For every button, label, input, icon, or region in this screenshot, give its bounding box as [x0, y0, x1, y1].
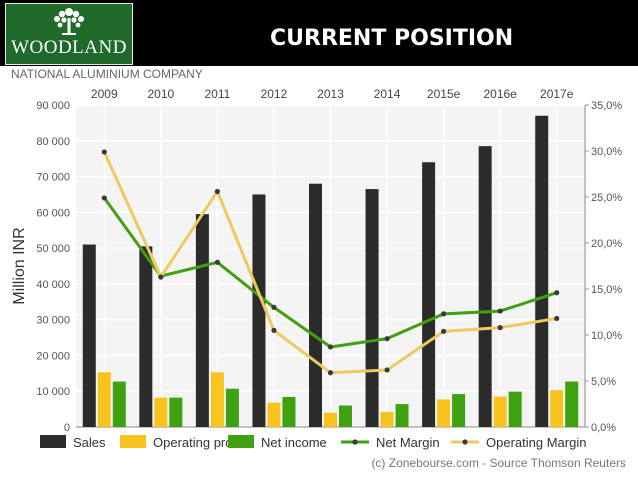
- y-tick-label: 10 000: [36, 386, 70, 398]
- operating-margin-point: [101, 149, 107, 155]
- operating-profit-bar: [267, 402, 281, 427]
- y2-tick-label: 20,0%: [591, 238, 622, 250]
- y-tick-label: 90 000: [36, 100, 70, 112]
- sales-bar: [478, 146, 492, 427]
- y-tick-label: 60 000: [36, 207, 70, 219]
- company-name: NATIONAL ALUMINIUM COMPANY: [11, 67, 203, 81]
- y2-tick-label: 30,0%: [591, 146, 622, 158]
- sales-bar: [309, 183, 322, 427]
- operating-margin-point: [384, 367, 390, 373]
- operating-margin-point: [441, 328, 447, 334]
- net-margin-point: [497, 308, 503, 314]
- net-margin-point: [384, 336, 390, 342]
- operating-margin-point: [554, 315, 560, 322]
- operating-profit-legend-swatch: [120, 435, 146, 448]
- operating-margin-point: [271, 327, 277, 333]
- logo-text: WOODLAND: [11, 37, 127, 58]
- financial-chart: 0 10 000 20 000 30 000 40 000 50 000 60 000 70 …: [11, 87, 622, 450]
- net-margin-legend-point: [352, 439, 358, 445]
- sales-bar: [422, 162, 436, 427]
- sales-legend-label: Sales: [73, 435, 106, 450]
- operating-profit-bar: [380, 411, 394, 427]
- net-income-bar: [169, 397, 183, 427]
- x-tick-label: 2011: [204, 87, 230, 101]
- y-tick-label: 80 000: [36, 136, 70, 148]
- net-income-legend-label: Net income: [261, 435, 327, 450]
- y-tick-label: 0: [64, 422, 70, 434]
- net-margin-point: [327, 344, 334, 350]
- operating-margin-point: [158, 274, 164, 280]
- y-tick-label: 70 000: [36, 172, 70, 184]
- operating-margin-point: [214, 188, 220, 195]
- operating-margin-point: [497, 325, 503, 331]
- operating-margin-point: [327, 370, 334, 376]
- y2-tick-label: 35,0%: [591, 100, 622, 112]
- x-tick-label: 2009: [91, 87, 118, 101]
- net-income-bar: [565, 381, 579, 427]
- page-title: CURRENT POSITION: [270, 26, 514, 51]
- operating-profit-bar: [154, 397, 168, 427]
- x-tick-label: 2010: [147, 87, 174, 101]
- operating-profit-bar: [324, 412, 337, 427]
- x-tick-label: 2016e: [483, 87, 517, 101]
- net-income-bar: [112, 381, 126, 427]
- y2-tick-label: 5,0%: [591, 376, 616, 388]
- operating-profit-bar: [210, 372, 224, 427]
- net-income-bar: [395, 404, 409, 427]
- x-tick-label: 2015e: [427, 87, 461, 101]
- x-tick-label: 2013: [317, 87, 344, 101]
- y2-tick-label: 15,0%: [591, 284, 622, 296]
- header-bar: WOODLAND CURRENT POSITION: [0, 0, 638, 66]
- operating-margin-legend-label: Operating Margin: [486, 435, 586, 450]
- sales-bar: [252, 194, 266, 427]
- sales-legend-swatch: [40, 435, 66, 448]
- y-tick-label: 50 000: [36, 243, 70, 255]
- y-tick-label: 30 000: [36, 315, 70, 327]
- net-margin-legend-label: Net Margin: [376, 435, 440, 450]
- x-tick-label: 2014: [374, 87, 401, 101]
- net-margin-point: [441, 311, 447, 317]
- woodland-logo: WOODLAND: [5, 3, 133, 65]
- net-income-bar: [339, 405, 352, 427]
- sales-bar: [195, 214, 209, 427]
- operating-profit-bar: [493, 396, 507, 427]
- net-income-bar: [508, 391, 522, 427]
- sales-bar: [365, 189, 379, 427]
- net-income-bar: [225, 388, 239, 427]
- y2-tick-label: 0,0%: [591, 422, 616, 434]
- operating-profit-bar: [550, 390, 564, 427]
- net-margin-point: [214, 259, 220, 265]
- operating-profit-bar: [437, 399, 451, 427]
- net-income-bar: [452, 394, 466, 427]
- source-footer: (c) Zonebourse.com - Source Thomson Reut…: [371, 456, 626, 470]
- y2-tick-label: 25,0%: [591, 192, 622, 204]
- operating-margin-legend-point: [462, 439, 468, 445]
- operating-profit-bar: [97, 372, 111, 427]
- sales-bar: [535, 115, 549, 427]
- operating-profit-legend-label: Operating profit: [153, 435, 243, 450]
- net-margin-point: [554, 290, 560, 296]
- y-tick-label: 40 000: [36, 279, 70, 291]
- y-tick-label: 20 000: [36, 350, 70, 362]
- y2-tick-label: 10,0%: [591, 330, 622, 342]
- x-tick-label: 2012: [261, 87, 288, 101]
- net-margin-point: [101, 195, 107, 201]
- tree-icon: [54, 8, 84, 35]
- y-axis-label: Million INR: [11, 227, 28, 304]
- x-tick-label: 2017e: [540, 87, 574, 101]
- sales-bar: [82, 244, 96, 427]
- net-margin-point: [271, 304, 277, 310]
- sales-bar: [139, 246, 153, 427]
- net-income-legend-swatch: [228, 435, 254, 448]
- net-income-bar: [282, 396, 296, 427]
